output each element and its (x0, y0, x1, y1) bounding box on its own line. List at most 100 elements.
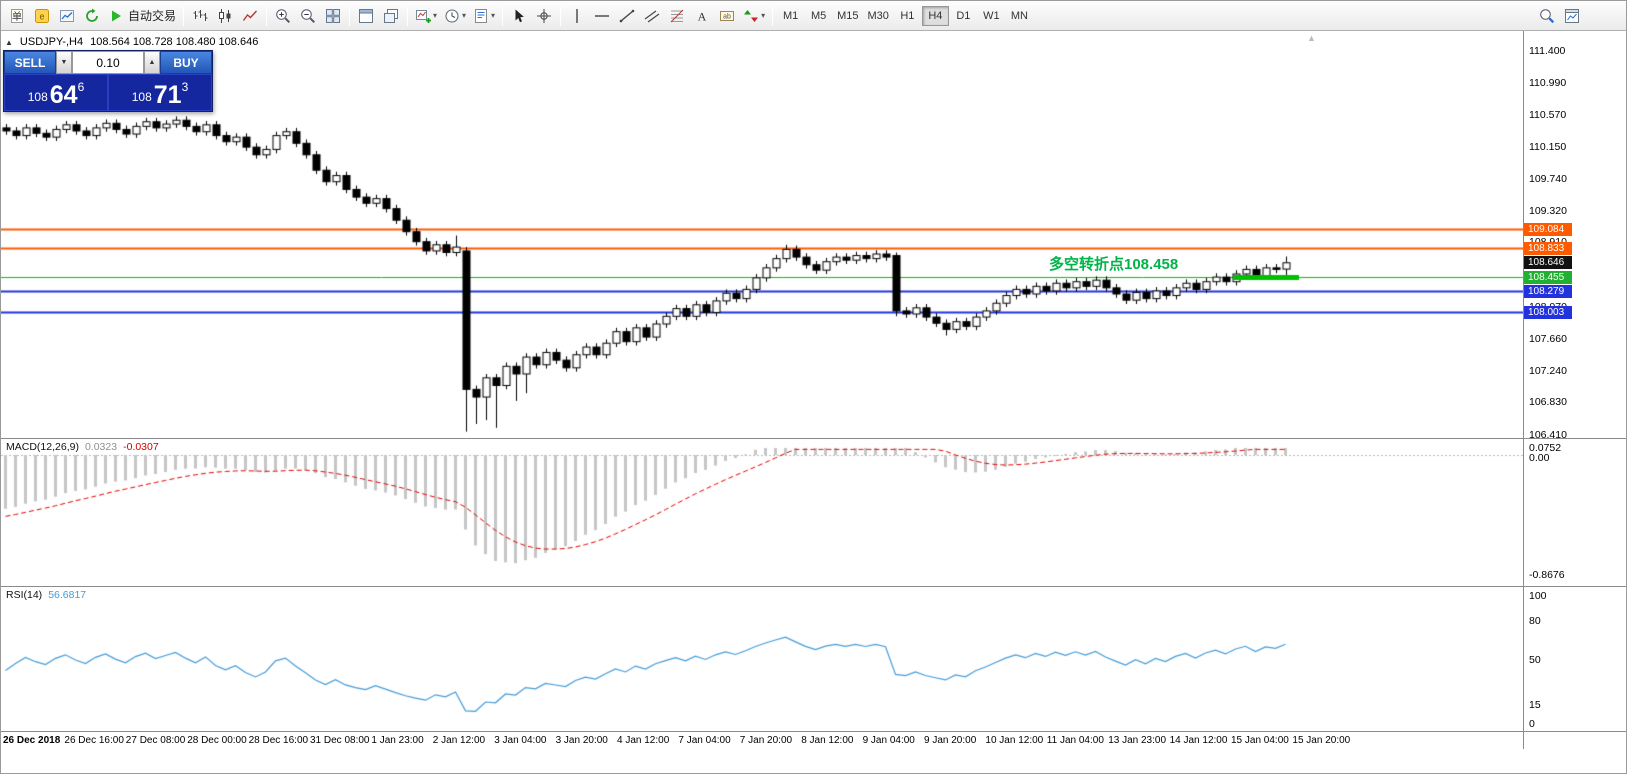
price-tick: 106.830 (1529, 396, 1567, 409)
macd-scale-min: -0.8676 (1529, 569, 1565, 581)
price-tick: 110.990 (1529, 76, 1567, 89)
vertical-line-icon (569, 8, 585, 24)
metaeditor-icon: e (34, 8, 50, 24)
price-tick: 107.240 (1529, 364, 1567, 377)
price-badge: 108.279 (1524, 284, 1572, 298)
svg-text:ab: ab (723, 13, 731, 20)
timeframe-m15-button[interactable]: M15 (837, 9, 859, 22)
volume-increase-button[interactable]: ▲ (144, 51, 160, 74)
periods-dropdown-icon[interactable]: ▾ (462, 11, 467, 20)
price-chart-canvas[interactable] (1, 31, 1523, 438)
zoom-out-button[interactable] (296, 4, 320, 28)
vertical-line-button[interactable] (565, 4, 589, 28)
timeframe-m30-button[interactable]: M30 (867, 9, 889, 22)
macd-panel[interactable] (1, 439, 1523, 586)
timeframe-d1-button[interactable]: D1 (956, 9, 971, 22)
timeframe-mn-button[interactable]: MN (1010, 9, 1028, 22)
price-chart-panel[interactable] (1, 31, 1523, 438)
time-label: 10 Jan 12:00 (985, 735, 1044, 746)
zoom-in-button[interactable] (271, 4, 295, 28)
cascade-windows-button[interactable] (379, 4, 403, 28)
macd-canvas[interactable] (1, 439, 1523, 586)
templates-button[interactable]: ▾ (470, 4, 498, 28)
price-tick: 110.150 (1529, 141, 1567, 154)
arrange-windows-icon (358, 8, 374, 24)
timeframe-h4-button[interactable]: H4 (921, 5, 949, 26)
indicators-dropdown-icon[interactable]: ▾ (433, 11, 438, 20)
market-watch-button[interactable] (55, 4, 79, 28)
macd-scale-zero: 0.00 (1529, 452, 1550, 464)
trade-prices-row: 108 64 6 108 71 3 (4, 74, 212, 111)
time-label: 11 Jan 04:00 (1046, 735, 1104, 746)
timeframe-m1-button[interactable]: M1 (782, 9, 799, 22)
volume-input[interactable] (72, 51, 144, 74)
panel-separator[interactable] (1, 438, 1626, 439)
price-tick: 110.570 (1529, 108, 1567, 121)
new-chart-button[interactable] (1560, 4, 1584, 28)
text-label-button[interactable]: ab (715, 4, 739, 28)
time-label: 28 Dec 16:00 (248, 735, 309, 746)
sell-price[interactable]: 108 64 6 (4, 74, 108, 111)
new-order-icon: 单 (9, 8, 25, 24)
horizontal-line-icon (594, 8, 610, 24)
collapse-trade-panel-icon[interactable]: ▲ (5, 37, 13, 47)
sell-price-pip: 6 (77, 80, 85, 94)
chart-shift-end-marker: ▲ (1307, 33, 1316, 43)
new-chart-icon (1564, 8, 1580, 24)
timeframe-h1-button[interactable]: H1 (900, 9, 915, 22)
text-label-icon: ab (719, 8, 735, 24)
new-order-button[interactable]: 单 (5, 4, 29, 28)
toolbar-separator (266, 5, 268, 26)
crosshair-button[interactable] (532, 4, 556, 28)
price-tick: 107.660 (1529, 332, 1567, 345)
auto-trading-button[interactable]: 自动交易 (105, 4, 179, 28)
price-tick: 109.740 (1529, 172, 1567, 185)
macd-signal-value: -0.0307 (123, 441, 159, 453)
toolbar-separator (407, 5, 409, 26)
pivot-annotation: 多空转折点108.458 (1049, 256, 1179, 273)
time-label: 13 Jan 23:00 (1108, 735, 1167, 746)
timeframe-w1-button[interactable]: W1 (983, 9, 1000, 22)
timeframe-m5-button[interactable]: M5 (810, 9, 827, 22)
candle-chart-button[interactable] (213, 4, 237, 28)
metaeditor-button[interactable]: e (30, 4, 54, 28)
trendline-button[interactable] (615, 4, 639, 28)
buy-button[interactable]: BUY (160, 51, 212, 74)
line-chart-button[interactable] (238, 4, 262, 28)
indicators-button[interactable]: ▾ (412, 4, 440, 28)
equidistant-channel-icon (644, 8, 660, 24)
time-label: 9 Jan 20:00 (924, 735, 977, 746)
arrows-button[interactable]: ▾ (740, 4, 768, 28)
templates-dropdown-icon[interactable]: ▾ (491, 11, 496, 20)
price-badge: 108.833 (1524, 241, 1572, 255)
sell-button[interactable]: SELL (4, 51, 56, 74)
horizontal-line-button[interactable] (590, 4, 614, 28)
arrows-dropdown-icon[interactable]: ▾ (761, 11, 766, 20)
buy-price[interactable]: 108 71 3 (108, 74, 212, 111)
time-label: 14 Jan 12:00 (1169, 735, 1228, 746)
time-label: 2 Jan 12:00 (432, 735, 486, 746)
time-axis[interactable]: 26 Dec 2018 26 Dec 16:00 27 Dec 08:00 28 De… (1, 732, 1523, 749)
text-icon: A (694, 8, 710, 24)
cursor-button[interactable] (507, 4, 531, 28)
fibonacci-button[interactable] (665, 4, 689, 28)
arrange-windows-button[interactable] (354, 4, 378, 28)
panel-separator[interactable] (1, 586, 1626, 587)
rsi-label: RSI(14) 56.6817 (6, 589, 86, 601)
periods-button[interactable]: ▾ (441, 4, 469, 28)
price-scale[interactable]: 111.400 110.990 110.570 110.150 109.740 109.3… (1524, 31, 1626, 749)
time-label: 28 Dec 00:00 (187, 735, 247, 746)
tile-windows-button[interactable] (321, 4, 345, 28)
refresh-button[interactable] (80, 4, 104, 28)
find-symbol-icon (1539, 8, 1555, 24)
tile-windows-icon (325, 8, 341, 24)
rsi-panel[interactable] (1, 587, 1523, 731)
bar-chart-button[interactable] (188, 4, 212, 28)
rsi-canvas[interactable] (1, 587, 1523, 731)
equidistant-channel-button[interactable] (640, 4, 664, 28)
time-label: 27 Dec 08:00 (125, 735, 186, 746)
volume-decrease-button[interactable]: ▼ (56, 51, 72, 74)
find-symbol-button[interactable] (1535, 4, 1559, 28)
text-button[interactable]: A (690, 4, 714, 28)
